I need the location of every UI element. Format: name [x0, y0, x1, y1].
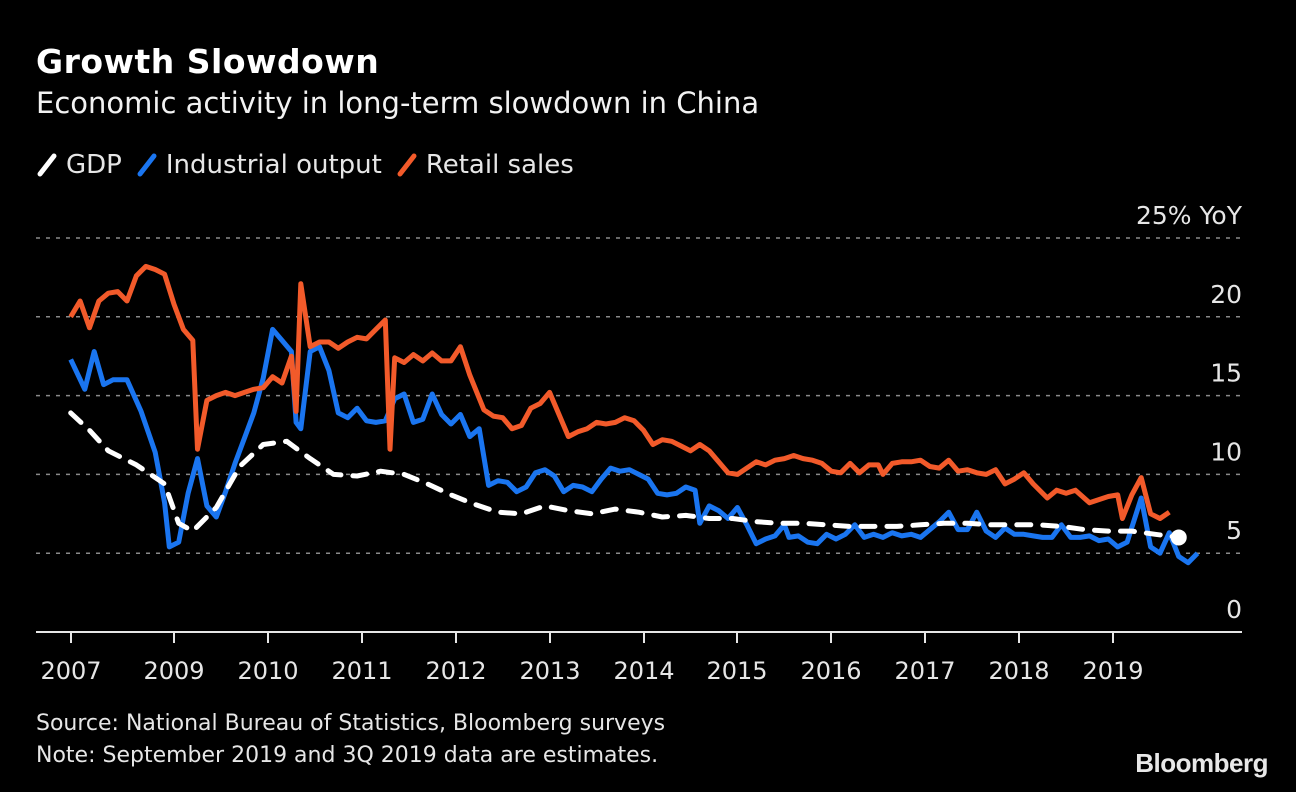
x-tick-label-2012: 2012: [425, 657, 486, 685]
legend: GDP Industrial output Retail sales: [36, 150, 588, 180]
x-tick-label-2014: 2014: [613, 657, 674, 685]
series-line-retail-sales: [68, 263, 1171, 521]
gdp-latest-point-marker: [1170, 529, 1187, 546]
legend-swatch-industrial-icon: [137, 153, 157, 177]
y-tick-label-15: 15: [1210, 359, 1242, 388]
chart-title: Growth Slowdown: [36, 42, 380, 81]
source-note: Source: National Bureau of Statistics, B…: [36, 711, 666, 736]
y-tick-label-20: 20: [1210, 280, 1242, 309]
series-line-industrial-output: [68, 326, 1200, 566]
legend-label-retail-sales: Retail sales: [425, 150, 574, 180]
x-tick-label-2011: 2011: [331, 657, 392, 685]
x-tick-label-2015: 2015: [706, 657, 767, 685]
legend-item-gdp: GDP: [36, 150, 122, 180]
x-tick-label-2018: 2018: [988, 657, 1049, 685]
x-tick-label-2009: 2009: [143, 657, 204, 685]
footer: Source: National Bureau of Statistics, B…: [36, 708, 665, 772]
x-tick-label-2016: 2016: [800, 657, 861, 685]
estimate-note: Note: September 2019 and 3Q 2019 data ar…: [36, 743, 659, 768]
x-tick-label-2013: 2013: [519, 657, 580, 685]
x-tick-label-2017: 2017: [894, 657, 955, 685]
legend-item-industrial-output: Industrial output: [136, 150, 382, 180]
x-tick-label-2019: 2019: [1082, 657, 1143, 685]
chart-subtitle: Economic activity in long-term slowdown …: [36, 86, 760, 120]
series-line-gdp: [68, 410, 1182, 540]
y-tick-label-25: 25% YoY: [1136, 201, 1243, 230]
y-tick-label-5: 5: [1226, 516, 1242, 545]
y-tick-label-10: 10: [1210, 437, 1242, 466]
legend-swatch-retail-icon: [397, 153, 417, 177]
legend-label-industrial-output: Industrial output: [165, 150, 382, 180]
x-tick-label-2007: 2007: [40, 657, 101, 685]
y-tick-label-0: 0: [1226, 595, 1242, 624]
legend-swatch-gdp-icon: [37, 153, 57, 177]
legend-item-retail-sales: Retail sales: [396, 150, 574, 180]
x-tick-label-2010: 2010: [237, 657, 298, 685]
legend-label-gdp: GDP: [66, 150, 122, 180]
bloomberg-logo: Bloomberg: [1135, 748, 1268, 778]
